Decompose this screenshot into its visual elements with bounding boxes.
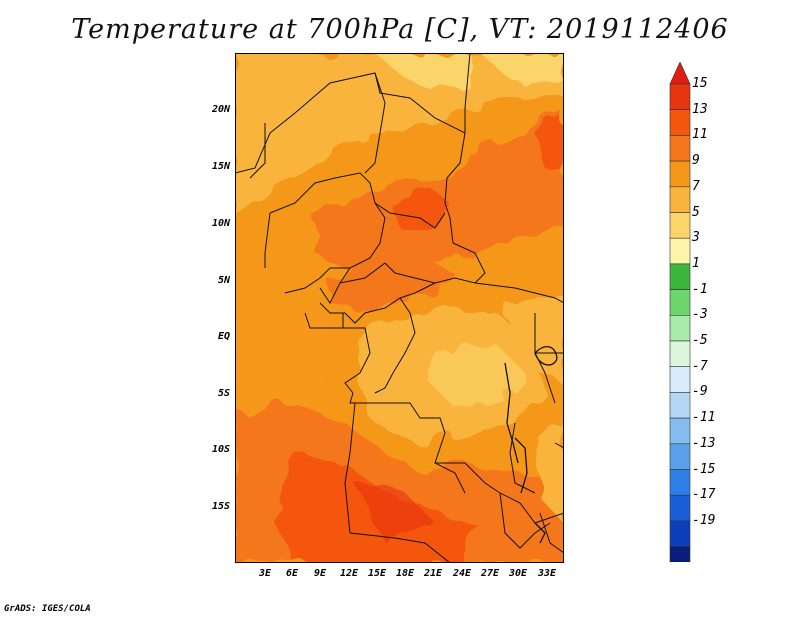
- lon-label-3e: 3E: [258, 568, 272, 579]
- colorbar-box: [669, 135, 691, 162]
- colorbar-label: -11: [692, 410, 716, 426]
- country-borders: [235, 53, 564, 563]
- colorbar-label: 15: [692, 76, 708, 91]
- map-frame-border: [235, 53, 564, 563]
- colorbar-box: [669, 520, 691, 547]
- temperature-contours: [235, 53, 564, 563]
- lon-label-21e: 21E: [423, 568, 443, 579]
- lon-label-33e: 33E: [537, 568, 557, 579]
- colorbar-label: -15: [692, 461, 716, 477]
- colorbar: [669, 62, 691, 562]
- lat-label-15n: 15N: [211, 161, 230, 172]
- lat-label-10s: 10S: [211, 444, 230, 455]
- lat-label-10n: 10N: [211, 218, 230, 229]
- colorbar-label: 9: [692, 153, 700, 169]
- lake-outlines: [504, 346, 558, 544]
- colorbar-label: -13: [692, 435, 716, 451]
- colorbar-box: [669, 186, 691, 213]
- colorbar-label: -3: [692, 307, 708, 323]
- map-title: Temperature at 700hPa [C], VT: 201911240…: [71, 14, 729, 45]
- colorbar-box: [669, 263, 691, 290]
- colorbar-box: [669, 546, 691, 562]
- lat-label-eq: EQ: [217, 331, 230, 342]
- colorbar-box: [669, 289, 691, 316]
- lat-label-15s: 15S: [211, 501, 230, 512]
- colorbar-label: -19: [692, 512, 716, 528]
- colorbar-box: [669, 83, 691, 111]
- credit-text: GrADS: IGES/COLA: [4, 604, 91, 614]
- lon-label-18e: 18E: [395, 568, 415, 579]
- colorbar-box: [669, 443, 691, 470]
- colorbar-box: [669, 469, 691, 496]
- colorbar-label: -9: [692, 384, 708, 400]
- colorbar-box: [669, 109, 691, 136]
- colorbar-box: [669, 340, 691, 368]
- colorbar-top-arrow: [669, 62, 691, 85]
- colorbar-label: 3: [692, 230, 700, 246]
- colorbar-box: [669, 160, 691, 188]
- lon-label-6e: 6E: [285, 568, 299, 579]
- lat-label-20n: 20N: [211, 104, 230, 115]
- lat-label-5n: 5N: [217, 275, 230, 286]
- colorbar-label: 13: [692, 101, 708, 117]
- colorbar-box: [669, 315, 691, 342]
- colorbar-box: [669, 392, 691, 419]
- colorbar-box: [669, 212, 691, 239]
- lon-label-15e: 15E: [367, 568, 387, 579]
- colorbar-box: [669, 237, 691, 265]
- temperature-map: [235, 53, 564, 563]
- lon-label-27e: 27E: [480, 568, 500, 579]
- colorbar-box: [669, 494, 691, 522]
- colorbar-label: 5: [692, 204, 700, 220]
- colorbar-label: 7: [692, 178, 700, 194]
- colorbar-label: 11: [692, 127, 708, 143]
- colorbar-label: -7: [692, 358, 708, 374]
- lon-label-24e: 24E: [452, 568, 472, 579]
- colorbar-label: -1: [692, 281, 708, 297]
- lat-label-5s: 5S: [217, 388, 230, 399]
- lon-label-30e: 30E: [508, 568, 528, 579]
- lon-label-9e: 9E: [313, 568, 327, 579]
- lon-label-12e: 12E: [339, 568, 359, 579]
- colorbar-box: [669, 417, 691, 445]
- colorbar-label: -17: [692, 487, 716, 503]
- colorbar-box: [669, 366, 691, 393]
- colorbar-label: -5: [692, 333, 708, 348]
- colorbar-label: 1: [692, 255, 700, 271]
